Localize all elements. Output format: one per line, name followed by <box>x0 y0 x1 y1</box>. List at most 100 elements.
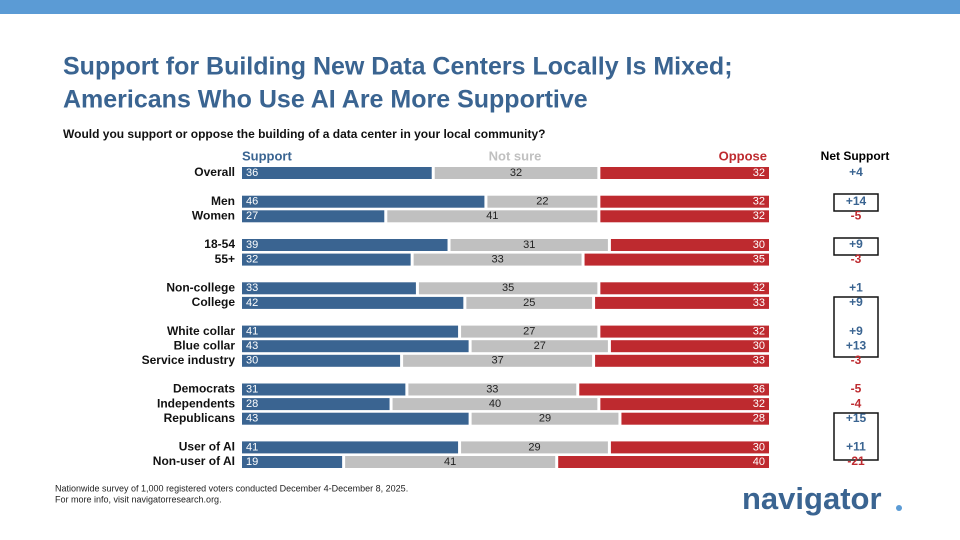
bar-oppose <box>610 340 769 353</box>
brand-logo: navigator <box>742 481 882 516</box>
brand-dot <box>896 505 902 511</box>
net-support-value: -3 <box>851 252 862 266</box>
bar-not-sure <box>413 253 582 266</box>
chart-title: Americans Who Use AI Are More Supportive <box>63 86 588 114</box>
bar-oppose <box>600 167 769 179</box>
value-label: 35 <box>753 254 765 266</box>
highlight-box <box>833 193 879 212</box>
value-label: 31 <box>523 239 535 251</box>
category-label: 18-54 <box>204 237 235 251</box>
value-label: 39 <box>246 239 258 251</box>
bar-support <box>242 195 485 208</box>
net-support-value: +9 <box>849 295 863 309</box>
value-label: 27 <box>523 326 535 338</box>
category-label: Blue collar <box>174 338 236 352</box>
value-label: 36 <box>753 383 765 395</box>
bar-not-sure <box>403 354 593 367</box>
bar-oppose <box>558 456 769 468</box>
net-support-value: +11 <box>846 440 866 454</box>
net-support-value: +4 <box>849 165 863 179</box>
value-label: 27 <box>246 210 258 222</box>
bar-not-sure <box>392 398 598 411</box>
value-label: 28 <box>753 413 765 425</box>
bar-not-sure <box>387 210 598 223</box>
net-support-value: -21 <box>847 454 865 468</box>
bar-support <box>242 456 343 468</box>
category-label: 55+ <box>215 252 235 266</box>
footnote: Nationwide survey of 1,000 registered vo… <box>55 483 408 493</box>
value-label: 30 <box>753 239 765 251</box>
value-label: 33 <box>753 297 765 309</box>
bar-support <box>242 253 411 266</box>
footnote: For more info, visit navigatorresearch.o… <box>55 494 222 504</box>
bar-not-sure <box>408 383 577 396</box>
bar-support <box>242 398 390 411</box>
category-label: Republicans <box>164 411 236 425</box>
bar-not-sure <box>471 340 608 353</box>
net-support-value: -4 <box>851 396 862 410</box>
bar-support <box>242 383 406 396</box>
net-support-value: +13 <box>846 338 867 352</box>
value-label: 29 <box>528 441 540 453</box>
bar-support <box>242 412 469 425</box>
category-label: College <box>192 295 236 309</box>
value-label: 33 <box>491 254 503 266</box>
bar-support <box>242 239 448 251</box>
value-label: 32 <box>510 167 522 179</box>
net-support-value: +15 <box>846 411 867 425</box>
bar-not-sure <box>461 325 598 338</box>
legend-label: Oppose <box>719 148 767 163</box>
net-support-value: -3 <box>851 353 862 367</box>
bar-oppose <box>610 441 769 454</box>
value-label: 22 <box>536 196 548 208</box>
value-label: 40 <box>753 456 765 468</box>
bar-not-sure <box>450 239 608 251</box>
top-band <box>0 0 960 14</box>
value-label: 28 <box>246 398 258 410</box>
bar-support <box>242 282 416 295</box>
bar-not-sure <box>471 412 619 425</box>
bar-oppose <box>600 282 769 295</box>
value-label: 32 <box>753 282 765 294</box>
highlight-boxes <box>833 193 879 461</box>
bar-oppose <box>595 354 769 367</box>
net-support-value: +9 <box>849 237 863 251</box>
value-label: 19 <box>246 456 258 468</box>
category-label: White collar <box>167 324 235 338</box>
value-label: 32 <box>753 167 765 179</box>
value-label: 33 <box>246 282 258 294</box>
value-label: 30 <box>246 355 258 367</box>
bar-support <box>242 296 464 309</box>
value-label: 40 <box>489 398 501 410</box>
bar-oppose <box>600 325 769 338</box>
highlight-box <box>833 237 879 256</box>
value-label: 41 <box>246 326 258 338</box>
bar-oppose <box>584 253 769 266</box>
value-label: 27 <box>534 340 546 352</box>
net-support-value: +1 <box>849 280 863 294</box>
value-label: 43 <box>246 413 258 425</box>
legend-label: Support <box>242 148 292 163</box>
bar-support <box>242 325 459 338</box>
net-header: Net Support <box>821 149 890 163</box>
category-label: Service industry <box>142 353 236 367</box>
highlight-box <box>833 412 879 461</box>
value-label: 31 <box>246 383 258 395</box>
category-label: User of AI <box>179 440 235 454</box>
value-label: 33 <box>753 355 765 367</box>
bar-not-sure <box>345 456 556 468</box>
category-label: Men <box>211 194 235 208</box>
bar-not-sure <box>461 441 608 454</box>
value-label: 30 <box>753 340 765 352</box>
bar-not-sure <box>487 195 598 208</box>
bar-oppose <box>600 398 769 411</box>
value-label: 32 <box>753 326 765 338</box>
net-support-value: -5 <box>851 208 862 222</box>
bar-support <box>242 340 469 353</box>
value-label: 35 <box>502 282 514 294</box>
bar-not-sure <box>434 167 598 179</box>
bar-not-sure <box>466 296 593 309</box>
value-label: 29 <box>539 413 551 425</box>
bar-support <box>242 354 401 367</box>
